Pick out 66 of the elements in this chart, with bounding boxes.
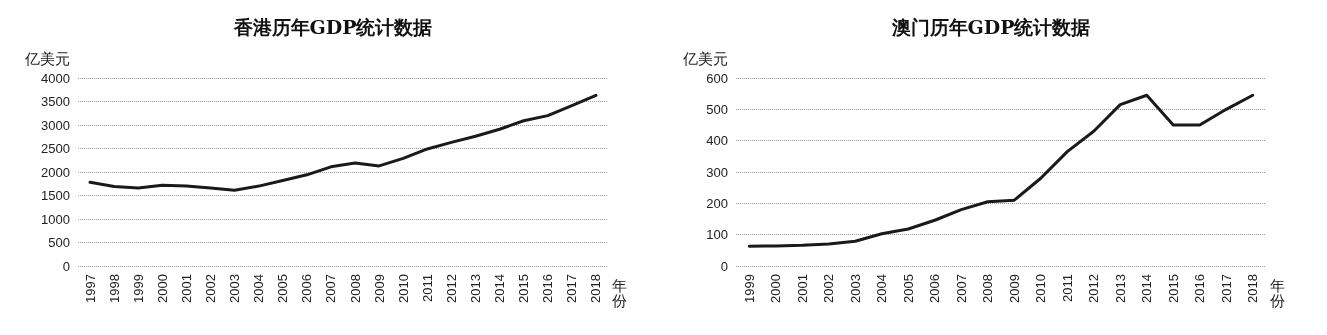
x-tick-label: 2012: [1086, 274, 1102, 303]
x-tick-label: 2000: [154, 274, 170, 303]
x-tick-label: 2017: [564, 274, 580, 303]
y-tick-label: 400: [706, 133, 728, 149]
x-tick-label: 2010: [1033, 274, 1049, 303]
x-tick-label: 2003: [227, 274, 243, 303]
x-tick-label: 2017: [1218, 274, 1234, 303]
x-tick-label: 2014: [1139, 274, 1155, 303]
y-tick-label: 3500: [41, 94, 70, 109]
chart-title: 澳门历年GDP统计数据: [890, 15, 1091, 38]
x-axis-title: 年份: [1270, 277, 1285, 309]
x-tick-label: 2005: [275, 274, 291, 303]
y-axis-title: 亿美元: [682, 50, 728, 67]
x-tick-label: 2003: [847, 274, 863, 303]
y-tick-label: 600: [706, 70, 728, 86]
chart-title: 香港历年GDP统计数据: [232, 15, 433, 38]
line-series: [747, 93, 1255, 248]
x-tick-label: 2008: [980, 274, 996, 303]
x-tick-label: 2015: [516, 274, 532, 303]
y-tick-label: 1000: [41, 211, 70, 227]
x-tick-label: 2009: [1006, 274, 1022, 303]
x-tick-label: 2018: [588, 274, 604, 303]
y-tick-label: 0: [62, 258, 70, 274]
x-tick-label: 2016: [540, 274, 556, 303]
x-tick-label: 2011: [419, 274, 435, 302]
x-tick-label: 1999: [741, 274, 757, 303]
x-tick-label: 2018: [1245, 274, 1261, 303]
y-tick-label: 4000: [41, 70, 70, 86]
y-tick-label: 500: [706, 101, 728, 117]
x-tick-label: 2002: [203, 274, 218, 303]
x-axis-title: 年份: [612, 277, 627, 309]
x-tick-label: 2008: [347, 274, 363, 303]
x-tick-label: 1999: [130, 274, 146, 303]
x-tick-label: 2007: [323, 274, 339, 303]
y-tick-label: 2500: [41, 141, 70, 156]
x-tick-label: 2014: [492, 274, 508, 303]
x-tick-label: 2009: [371, 274, 387, 303]
y-tick-label: 1500: [41, 188, 70, 203]
x-tick-label: 2016: [1192, 274, 1208, 303]
y-tick-label: 200: [706, 195, 728, 211]
x-tick-label: 1997: [82, 274, 98, 303]
x-tick-label: 2000: [768, 274, 784, 303]
y-tick-label: 500: [48, 235, 70, 250]
x-tick-label: 2001: [794, 274, 810, 303]
x-tick-label: 2013: [468, 274, 483, 303]
x-tick-label: 2012: [443, 274, 459, 303]
x-tick-label: 2007: [953, 274, 969, 303]
x-tick-label: 2004: [251, 274, 267, 303]
y-tick-label: 2000: [41, 164, 70, 180]
y-tick-label: 0: [720, 258, 728, 274]
y-tick-label: 100: [706, 227, 728, 243]
y-tick-label: 300: [706, 164, 728, 180]
x-tick-label: 2013: [1112, 274, 1128, 303]
x-tick-label: 2005: [900, 274, 916, 303]
x-tick-label: 2006: [927, 274, 943, 303]
x-tick-label: 2010: [395, 274, 411, 303]
x-tick-label: 1998: [106, 274, 122, 303]
y-tick-label: 3000: [41, 117, 70, 133]
x-tick-label: 2004: [874, 274, 890, 303]
x-tick-label: 2015: [1165, 274, 1181, 303]
line-series: [88, 93, 598, 192]
y-axis-title: 亿美元: [24, 50, 70, 67]
x-tick-label: 2006: [299, 274, 315, 303]
x-tick-label: 2001: [178, 274, 194, 303]
x-tick-label: 2011: [1059, 274, 1075, 302]
x-tick-label: 2002: [821, 274, 837, 303]
